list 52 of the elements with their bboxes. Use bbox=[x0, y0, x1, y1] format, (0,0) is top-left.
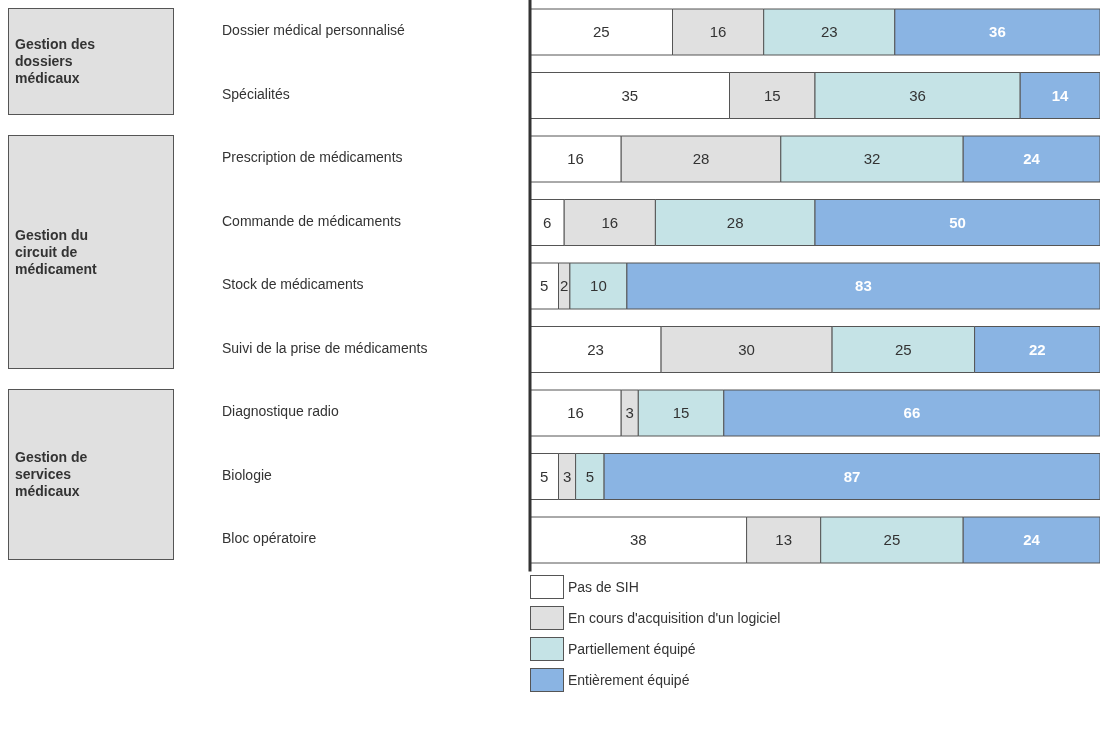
data-label: 83 bbox=[855, 277, 872, 295]
data-label: 3 bbox=[562, 467, 572, 485]
y-tick-label: Stock de médicaments bbox=[222, 276, 364, 293]
data-label: 22 bbox=[1028, 340, 1046, 358]
data-label: 24 bbox=[1023, 531, 1041, 549]
data-label: 87 bbox=[843, 467, 861, 485]
data-label: 10 bbox=[590, 277, 607, 295]
data-label: 3 bbox=[625, 404, 634, 422]
data-label: 23 bbox=[587, 340, 604, 358]
data-label: 32 bbox=[863, 150, 881, 168]
data-label: 15 bbox=[763, 86, 781, 104]
data-label: 15 bbox=[672, 404, 690, 422]
y-tick-label: Diagnostique radio bbox=[222, 403, 339, 420]
legend-label: Entièrement équipé bbox=[568, 672, 690, 688]
data-label: 6 bbox=[542, 213, 552, 231]
data-label: 66 bbox=[903, 404, 921, 422]
data-label: 16 bbox=[601, 213, 619, 231]
data-label: 25 bbox=[895, 340, 912, 358]
data-label: 24 bbox=[1023, 150, 1041, 168]
y-tick-label: Bloc opératoire bbox=[222, 530, 317, 547]
data-label: 14 bbox=[1051, 86, 1070, 104]
data-label: 30 bbox=[738, 340, 755, 358]
text: Gestion des dossiers médicaux bbox=[15, 36, 97, 87]
y-tick-label: Prescription de médicaments bbox=[222, 149, 403, 166]
y-tick-label: Commande de médicaments bbox=[222, 212, 401, 229]
data-label: 5 bbox=[540, 277, 549, 295]
y-tick-label: Suivi de la prise de médicaments bbox=[222, 339, 428, 356]
data-label: 35 bbox=[621, 86, 639, 104]
data-label: 5 bbox=[540, 467, 549, 485]
y-tick-label: Spécialités bbox=[222, 85, 290, 102]
legend-label: Pas de SIH bbox=[568, 579, 639, 595]
y-tick-label: Biologie bbox=[222, 466, 273, 483]
data-label: 28 bbox=[726, 213, 744, 231]
data-label: 2 bbox=[560, 277, 569, 295]
data-label: 25 bbox=[883, 531, 901, 549]
legend-label: En cours d'acquisition d'un logiciel bbox=[568, 610, 781, 626]
data-label: 23 bbox=[820, 23, 838, 41]
data-label: 16 bbox=[709, 23, 727, 41]
data-label: 16 bbox=[567, 404, 584, 422]
legend-label: Partiellement équipé bbox=[568, 641, 696, 657]
data-label: 5 bbox=[585, 467, 595, 485]
data-label: 36 bbox=[989, 23, 1006, 41]
data-label: 50 bbox=[949, 213, 966, 231]
text: Gestion du circuit de médicament bbox=[15, 226, 98, 278]
data-label: 36 bbox=[909, 86, 926, 104]
data-label: 13 bbox=[775, 531, 792, 549]
data-label: 28 bbox=[692, 150, 710, 168]
data-label: 25 bbox=[592, 23, 610, 41]
text: Gestion de services médicaux bbox=[15, 448, 89, 500]
y-tick-label: Dossier médical personnalisé bbox=[222, 22, 406, 39]
data-label: 38 bbox=[629, 531, 647, 549]
data-label: 16 bbox=[567, 150, 584, 168]
